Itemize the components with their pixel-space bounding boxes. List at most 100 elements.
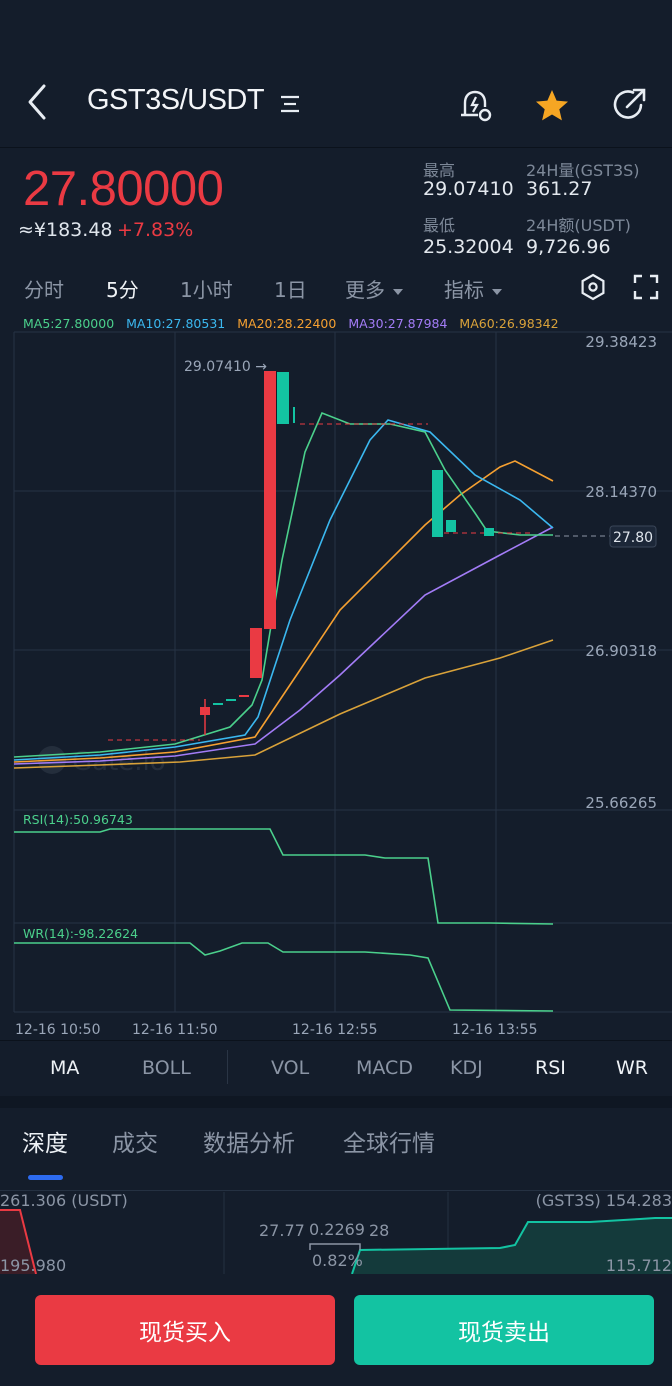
ma20-label: MA20:28.22400 — [237, 316, 337, 331]
depth-chart[interactable] — [0, 1190, 672, 1274]
price-tick-4: 25.66265 — [585, 794, 657, 812]
bid-depth-mid: 195.980 — [0, 1256, 67, 1275]
ma5-label: MA5:27.80000 — [23, 316, 115, 331]
price-tick-2: 28.14370 — [585, 483, 657, 501]
pair-title[interactable]: GST3S/USDT — [87, 84, 265, 116]
indicator-rsi[interactable]: RSI — [535, 1057, 566, 1079]
ma10-label: MA10:27.80531 — [126, 316, 226, 331]
tab-1hour[interactable]: 1小时 — [180, 278, 233, 302]
candlesticks — [200, 371, 494, 735]
last-price: 27.80000 — [23, 162, 224, 216]
section-separator — [0, 1096, 672, 1108]
tab-indicators-label: 指标 — [444, 278, 484, 302]
ask-depth-top: (GST3S) 154.283 — [535, 1191, 672, 1210]
indicator-bar: MA BOLL VOL MACD KDJ RSI WR — [0, 1040, 672, 1096]
price-change: +7.83% — [117, 219, 194, 241]
star-icon[interactable] — [534, 88, 570, 124]
chevron-down-icon — [492, 288, 502, 295]
volume-value: 361.27 — [526, 178, 593, 200]
price-alert-icon[interactable] — [456, 86, 494, 124]
candle — [250, 628, 262, 678]
candle — [432, 470, 443, 537]
ma10-line — [13, 419, 554, 761]
fullscreen-icon[interactable] — [633, 274, 659, 300]
tab-underline — [0, 1190, 672, 1191]
time-label-4: 12-16 13:55 — [452, 1022, 537, 1038]
tab-more[interactable]: 更多 — [345, 274, 403, 303]
time-label-3: 12-16 12:55 — [292, 1022, 377, 1038]
tab-trades[interactable]: 成交 — [112, 1131, 158, 1157]
low-value: 25.32004 — [423, 236, 514, 258]
candle — [293, 407, 295, 423]
share-icon[interactable] — [610, 86, 648, 124]
ma5-line — [13, 411, 553, 758]
high-label: 最高 — [423, 161, 456, 180]
depth-spread-pct: 0.82% — [312, 1251, 363, 1270]
amount-label: 24H额(USDT) — [526, 216, 631, 235]
indicator-macd[interactable]: MACD — [356, 1057, 413, 1079]
ma60-label: MA60:26.98342 — [459, 316, 559, 331]
bid-depth-area — [0, 1210, 36, 1274]
bid-depth-top: 261.306 (USDT) — [0, 1191, 128, 1210]
ma60-line — [13, 639, 554, 769]
tab-5min[interactable]: 5分 — [106, 278, 139, 302]
bid-depth-line — [0, 1209, 37, 1274]
candle — [239, 695, 249, 697]
tab-data-analysis[interactable]: 数据分析 — [203, 1131, 295, 1157]
ma-legend: MA5:27.80000 MA10:27.80531 MA20:28.22400… — [23, 316, 567, 331]
high-marker: 29.07410 → — [184, 359, 267, 375]
chevron-down-icon — [393, 288, 403, 295]
spot-buy-button[interactable]: 现货买入 — [35, 1295, 335, 1365]
last-price-tag — [609, 525, 657, 548]
back-arrow-icon[interactable] — [24, 82, 54, 122]
depth-left-price: 27.77 — [259, 1221, 305, 1240]
indicator-vol[interactable]: VOL — [271, 1057, 310, 1079]
ask-depth-mid: 115.712 — [605, 1256, 672, 1275]
wr-label: WR(14):-98.22624 — [23, 926, 138, 941]
candle — [277, 372, 289, 424]
rsi-label: RSI(14):50.96743 — [23, 812, 133, 827]
low-label: 最低 — [423, 216, 456, 235]
last-price-tag-text: 27.80 — [613, 530, 653, 546]
ma30-line — [13, 526, 554, 765]
tab-more-label: 更多 — [345, 278, 385, 302]
indicator-kdj[interactable]: KDJ — [450, 1057, 483, 1079]
price-tick-1: 29.38423 — [585, 333, 657, 351]
spot-sell-button[interactable]: 现货卖出 — [354, 1295, 654, 1365]
price-tick-3: 26.90318 — [585, 642, 657, 660]
ma20-line — [13, 460, 554, 763]
tab-timeline[interactable]: 分时 — [24, 278, 64, 302]
time-label-2: 12-16 11:50 — [132, 1022, 217, 1038]
candle — [264, 371, 276, 629]
ma30-label: MA30:27.87984 — [348, 316, 448, 331]
rsi-line — [14, 828, 554, 925]
candle — [226, 699, 236, 701]
time-label-1: 12-16 10:50 — [15, 1022, 100, 1038]
active-tab-indicator — [28, 1175, 63, 1180]
depth-spread: 0.2269 — [309, 1220, 365, 1239]
indicator-ma[interactable]: MA — [50, 1057, 80, 1079]
candle — [446, 520, 456, 532]
header-bar — [0, 0, 672, 148]
candle — [213, 703, 223, 705]
tab-depth[interactable]: 深度 — [22, 1131, 68, 1157]
ask-depth-line — [351, 1217, 672, 1274]
amount-value: 9,726.96 — [526, 236, 611, 258]
candle — [200, 707, 210, 715]
price-cny: ≈¥183.48 — [18, 219, 113, 241]
tab-global-market[interactable]: 全球行情 — [343, 1131, 435, 1157]
tab-indicators[interactable]: 指标 — [444, 274, 502, 303]
indicator-wr[interactable]: WR — [616, 1057, 648, 1079]
high-value: 29.07410 — [423, 178, 514, 200]
spread-bracket — [309, 1243, 361, 1250]
wr-line — [14, 942, 554, 1012]
volume-label: 24H量(GST3S) — [526, 161, 640, 180]
kline-chart[interactable]: Gate.io 29.38423 28.14370 26.90318 25.66… — [0, 330, 672, 1040]
settings-hex-icon[interactable] — [579, 273, 607, 301]
tab-1day[interactable]: 1日 — [274, 278, 307, 302]
indicator-boll[interactable]: BOLL — [142, 1057, 191, 1079]
chart-grid — [13, 331, 672, 1013]
indicator-divider — [227, 1050, 228, 1084]
candle — [484, 528, 494, 536]
menu-lines-icon[interactable] — [279, 94, 301, 114]
